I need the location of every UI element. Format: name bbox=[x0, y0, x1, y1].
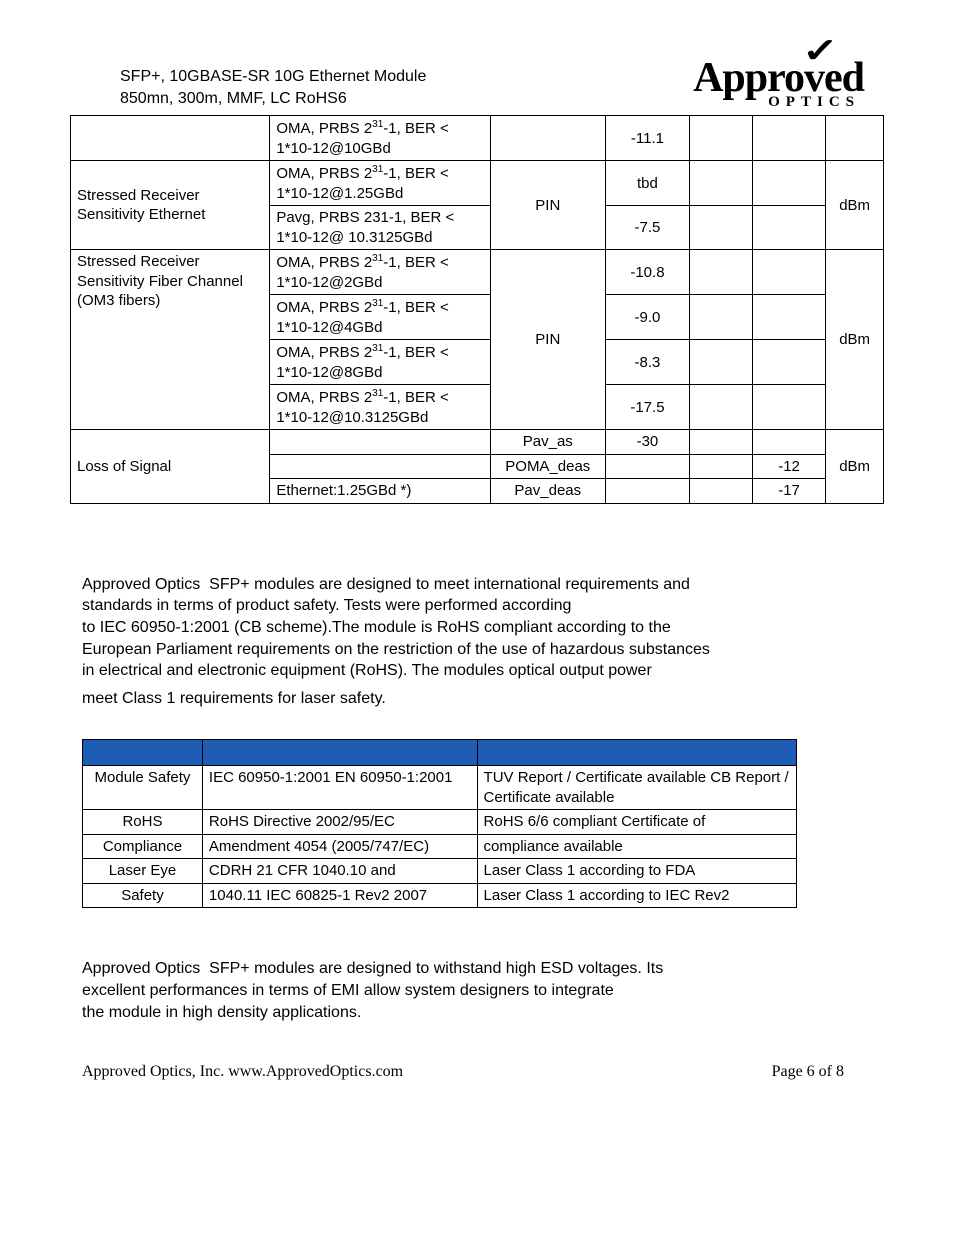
unit-cell: dBm bbox=[826, 250, 884, 430]
min-cell bbox=[605, 479, 689, 504]
compliance-header-blank1 bbox=[83, 740, 203, 766]
max-cell bbox=[752, 206, 825, 250]
page-footer: Approved Optics, Inc. www.ApprovedOptics… bbox=[70, 1063, 884, 1081]
typ-cell bbox=[689, 295, 752, 340]
param-cell: Loss of Signal bbox=[71, 430, 270, 504]
table-row: Laser EyeCDRH 21 CFR 1040.10 andLaser Cl… bbox=[83, 859, 797, 884]
compliance-standard-cell: Amendment 4054 (2005/747/EC) bbox=[202, 834, 477, 859]
typ-cell bbox=[689, 340, 752, 385]
footer-company: Approved Optics, Inc. www.ApprovedOptics… bbox=[82, 1063, 403, 1081]
table-row: Loss of SignalPav_as-30dBm bbox=[71, 430, 884, 455]
condition-cell: OMA, PRBS 231-1, BER < 1*10-12@2GBd bbox=[270, 250, 490, 295]
max-cell bbox=[752, 340, 825, 385]
max-cell bbox=[752, 116, 825, 161]
min-cell bbox=[605, 454, 689, 479]
condition-cell: Pavg, PRBS 231-1, BER < 1*10-12@ 10.3125… bbox=[270, 206, 490, 250]
compliance-feature-cell: RoHS bbox=[83, 810, 203, 835]
param-cell: Stressed Receiver Sensitivity Ethernet bbox=[71, 161, 270, 250]
company-logo: Approv✓ed OPTICS bbox=[693, 60, 884, 109]
min-cell: -11.1 bbox=[605, 116, 689, 161]
compliance-feature-cell: Compliance bbox=[83, 834, 203, 859]
document-header: SFP+, 10GBASE-SR 10G Ethernet Module 850… bbox=[70, 60, 884, 109]
condition-cell bbox=[270, 430, 490, 455]
compliance-standard-cell: CDRH 21 CFR 1040.10 and bbox=[202, 859, 477, 884]
safety-paragraph: Approved Optics SFP+ modules are designe… bbox=[70, 574, 884, 710]
condition-cell: OMA, PRBS 231-1, BER < 1*10-12@1.25GBd bbox=[270, 161, 490, 206]
typ-cell bbox=[689, 250, 752, 295]
condition-cell: OMA, PRBS 231-1, BER < 1*10-12@8GBd bbox=[270, 340, 490, 385]
min-cell: tbd bbox=[605, 161, 689, 206]
table-row: RoHSRoHS Directive 2002/95/ECRoHS 6/6 co… bbox=[83, 810, 797, 835]
typ-cell bbox=[689, 161, 752, 206]
condition-cell: OMA, PRBS 231-1, BER < 1*10-12@4GBd bbox=[270, 295, 490, 340]
table-row: Module SafetyIEC 60950-1:2001 EN 60950-1… bbox=[83, 766, 797, 810]
typ-cell bbox=[689, 206, 752, 250]
compliance-standard-cell: RoHS Directive 2002/95/EC bbox=[202, 810, 477, 835]
symbol-cell bbox=[490, 116, 605, 161]
typ-cell bbox=[689, 454, 752, 479]
compliance-feature-cell: Laser Eye bbox=[83, 859, 203, 884]
unit-cell bbox=[826, 116, 884, 161]
min-cell: -17.5 bbox=[605, 385, 689, 430]
condition-cell bbox=[270, 454, 490, 479]
compliance-comment-cell: Laser Class 1 according to FDA bbox=[477, 859, 796, 884]
condition-cell: Ethernet:1.25GBd *) bbox=[270, 479, 490, 504]
max-cell bbox=[752, 295, 825, 340]
max-cell: -17 bbox=[752, 479, 825, 504]
footer-page-number: Page 6 of 8 bbox=[772, 1063, 844, 1081]
param-cell: Stressed Receiver Sensitivity Fiber Chan… bbox=[71, 250, 270, 430]
symbol-cell: Pav_as bbox=[490, 430, 605, 455]
min-cell: -7.5 bbox=[605, 206, 689, 250]
compliance-feature-cell: Module Safety bbox=[83, 766, 203, 810]
typ-cell bbox=[689, 116, 752, 161]
max-cell bbox=[752, 161, 825, 206]
table-row: Stressed Receiver Sensitivity EthernetOM… bbox=[71, 161, 884, 206]
symbol-cell: PIN bbox=[490, 250, 605, 430]
compliance-standard-cell: IEC 60950-1:2001 EN 60950-1:2001 bbox=[202, 766, 477, 810]
max-cell: -12 bbox=[752, 454, 825, 479]
max-cell bbox=[752, 250, 825, 295]
specifications-table: OMA, PRBS 231-1, BER < 1*10-12@10GBd -11.… bbox=[70, 115, 884, 504]
unit-cell: dBm bbox=[826, 161, 884, 250]
table-row: Safety1040.11 IEC 60825-1 Rev2 2007Laser… bbox=[83, 883, 797, 908]
max-cell bbox=[752, 430, 825, 455]
compliance-comment-cell: compliance available bbox=[477, 834, 796, 859]
typ-cell bbox=[689, 479, 752, 504]
typ-cell bbox=[689, 385, 752, 430]
max-cell bbox=[752, 385, 825, 430]
table-row: ComplianceAmendment 4054 (2005/747/EC)co… bbox=[83, 834, 797, 859]
min-cell: -9.0 bbox=[605, 295, 689, 340]
header-title: SFP+, 10GBASE-SR 10G Ethernet Module 850… bbox=[70, 66, 426, 109]
typ-cell bbox=[689, 430, 752, 455]
compliance-comment-cell: TUV Report / Certificate available CB Re… bbox=[477, 766, 796, 810]
header-line1: SFP+, 10GBASE-SR 10G Ethernet Module bbox=[120, 68, 426, 85]
min-cell: -30 bbox=[605, 430, 689, 455]
compliance-comment-cell: RoHS 6/6 compliant Certificate of bbox=[477, 810, 796, 835]
compliance-header-blank3 bbox=[477, 740, 796, 766]
unit-cell: dBm bbox=[826, 430, 884, 504]
esd-paragraph: Approved Optics SFP+ modules are designe… bbox=[70, 958, 884, 1023]
compliance-header-row bbox=[83, 740, 797, 766]
compliance-comment-cell: Laser Class 1 according to IEC Rev2 bbox=[477, 883, 796, 908]
compliance-feature-cell: Safety bbox=[83, 883, 203, 908]
condition-cell: OMA, PRBS 231-1, BER < 1*10-12@10GBd bbox=[270, 116, 490, 161]
compliance-standard-cell: 1040.11 IEC 60825-1 Rev2 2007 bbox=[202, 883, 477, 908]
min-cell: -8.3 bbox=[605, 340, 689, 385]
min-cell: -10.8 bbox=[605, 250, 689, 295]
table-row: OMA, PRBS 231-1, BER < 1*10-12@10GBd -11.… bbox=[71, 116, 884, 161]
symbol-cell: POMA_deas bbox=[490, 454, 605, 479]
symbol-cell: Pav_deas bbox=[490, 479, 605, 504]
symbol-cell: PIN bbox=[490, 161, 605, 250]
table-row: Stressed Receiver Sensitivity Fiber Chan… bbox=[71, 250, 884, 295]
compliance-header-blank2 bbox=[202, 740, 477, 766]
param-cell bbox=[71, 116, 270, 161]
header-line2: 850mn, 300m, MMF, LC RoHS6 bbox=[120, 90, 347, 107]
condition-cell: OMA, PRBS 231-1, BER < 1*10-12@10.3125GB… bbox=[270, 385, 490, 430]
compliance-table: Module SafetyIEC 60950-1:2001 EN 60950-1… bbox=[82, 739, 797, 908]
